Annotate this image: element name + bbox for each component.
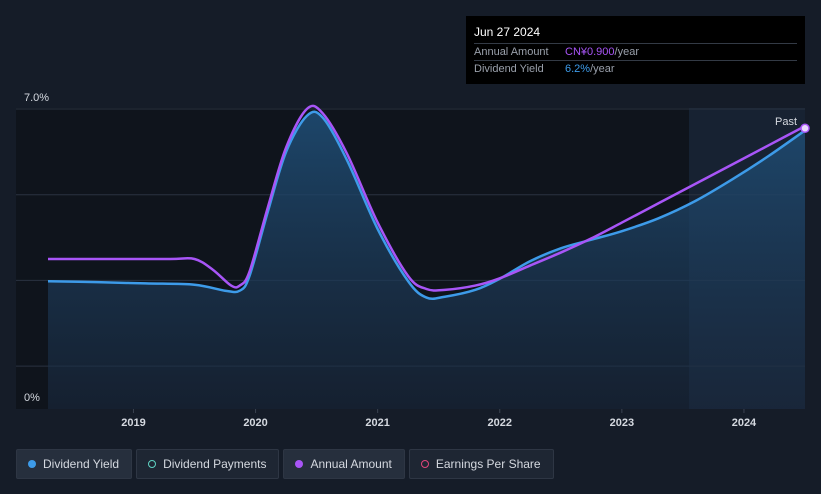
filled-dot-icon <box>295 460 304 468</box>
x-tick-label: 2023 <box>610 417 634 429</box>
past-label: Past <box>775 116 797 128</box>
legend-dividend-payments[interactable]: Dividend Payments <box>136 449 280 479</box>
hollow-dot-icon <box>148 460 157 468</box>
x-tick-label: 2021 <box>365 417 389 429</box>
filled-dot-icon <box>28 460 36 468</box>
dividend-yield-line <box>47 110 806 301</box>
dividend-chart: 7.0% 0% 2019 2020 2021 2022 2023 2024 Past <box>16 92 810 429</box>
chart-legend: Dividend Yield Dividend Payments Annual … <box>16 449 554 479</box>
tooltip-label: Annual Amount <box>474 46 549 58</box>
y-tick-label: 7.0% <box>24 92 49 104</box>
hollow-dot-icon <box>420 460 429 468</box>
x-tick-label: 2020 <box>243 417 267 429</box>
legend-label: Annual Amount <box>310 457 392 471</box>
legend-label: Dividend Payments <box>163 457 267 471</box>
legend-dividend-yield[interactable]: Dividend Yield <box>16 449 133 479</box>
tooltip-row-dividend-yield: Dividend Yield 6.2% /year <box>474 60 797 77</box>
end-point-marker <box>800 123 810 134</box>
tooltip-row-annual-amount: Annual Amount CN¥0.900 /year <box>474 43 797 60</box>
tooltip-date: Jun 27 2024 <box>474 25 541 39</box>
tooltip-value: CN¥0.900 <box>565 46 615 58</box>
dividend-yield-area <box>48 111 805 409</box>
x-tick-label: 2022 <box>488 417 512 429</box>
x-tick-label: 2024 <box>732 417 757 429</box>
annual-amount-line <box>48 104 806 292</box>
legend-annual-amount[interactable]: Annual Amount <box>283 449 405 479</box>
tooltip-label: Dividend Yield <box>474 63 544 75</box>
tooltip-unit: /year <box>590 63 615 75</box>
x-tick-label: 2019 <box>121 417 145 429</box>
legend-label: Dividend Yield <box>43 457 120 471</box>
legend-earnings-per-share[interactable]: Earnings Per Share <box>408 449 554 479</box>
legend-label: Earnings Per Share <box>435 457 541 471</box>
tooltip-value: 6.2% <box>565 63 591 75</box>
tooltip-unit: /year <box>614 46 640 58</box>
hover-tooltip: Jun 27 2024 Annual Amount CN¥0.900 /year… <box>466 16 805 84</box>
y-tick-label: 0% <box>24 392 40 404</box>
